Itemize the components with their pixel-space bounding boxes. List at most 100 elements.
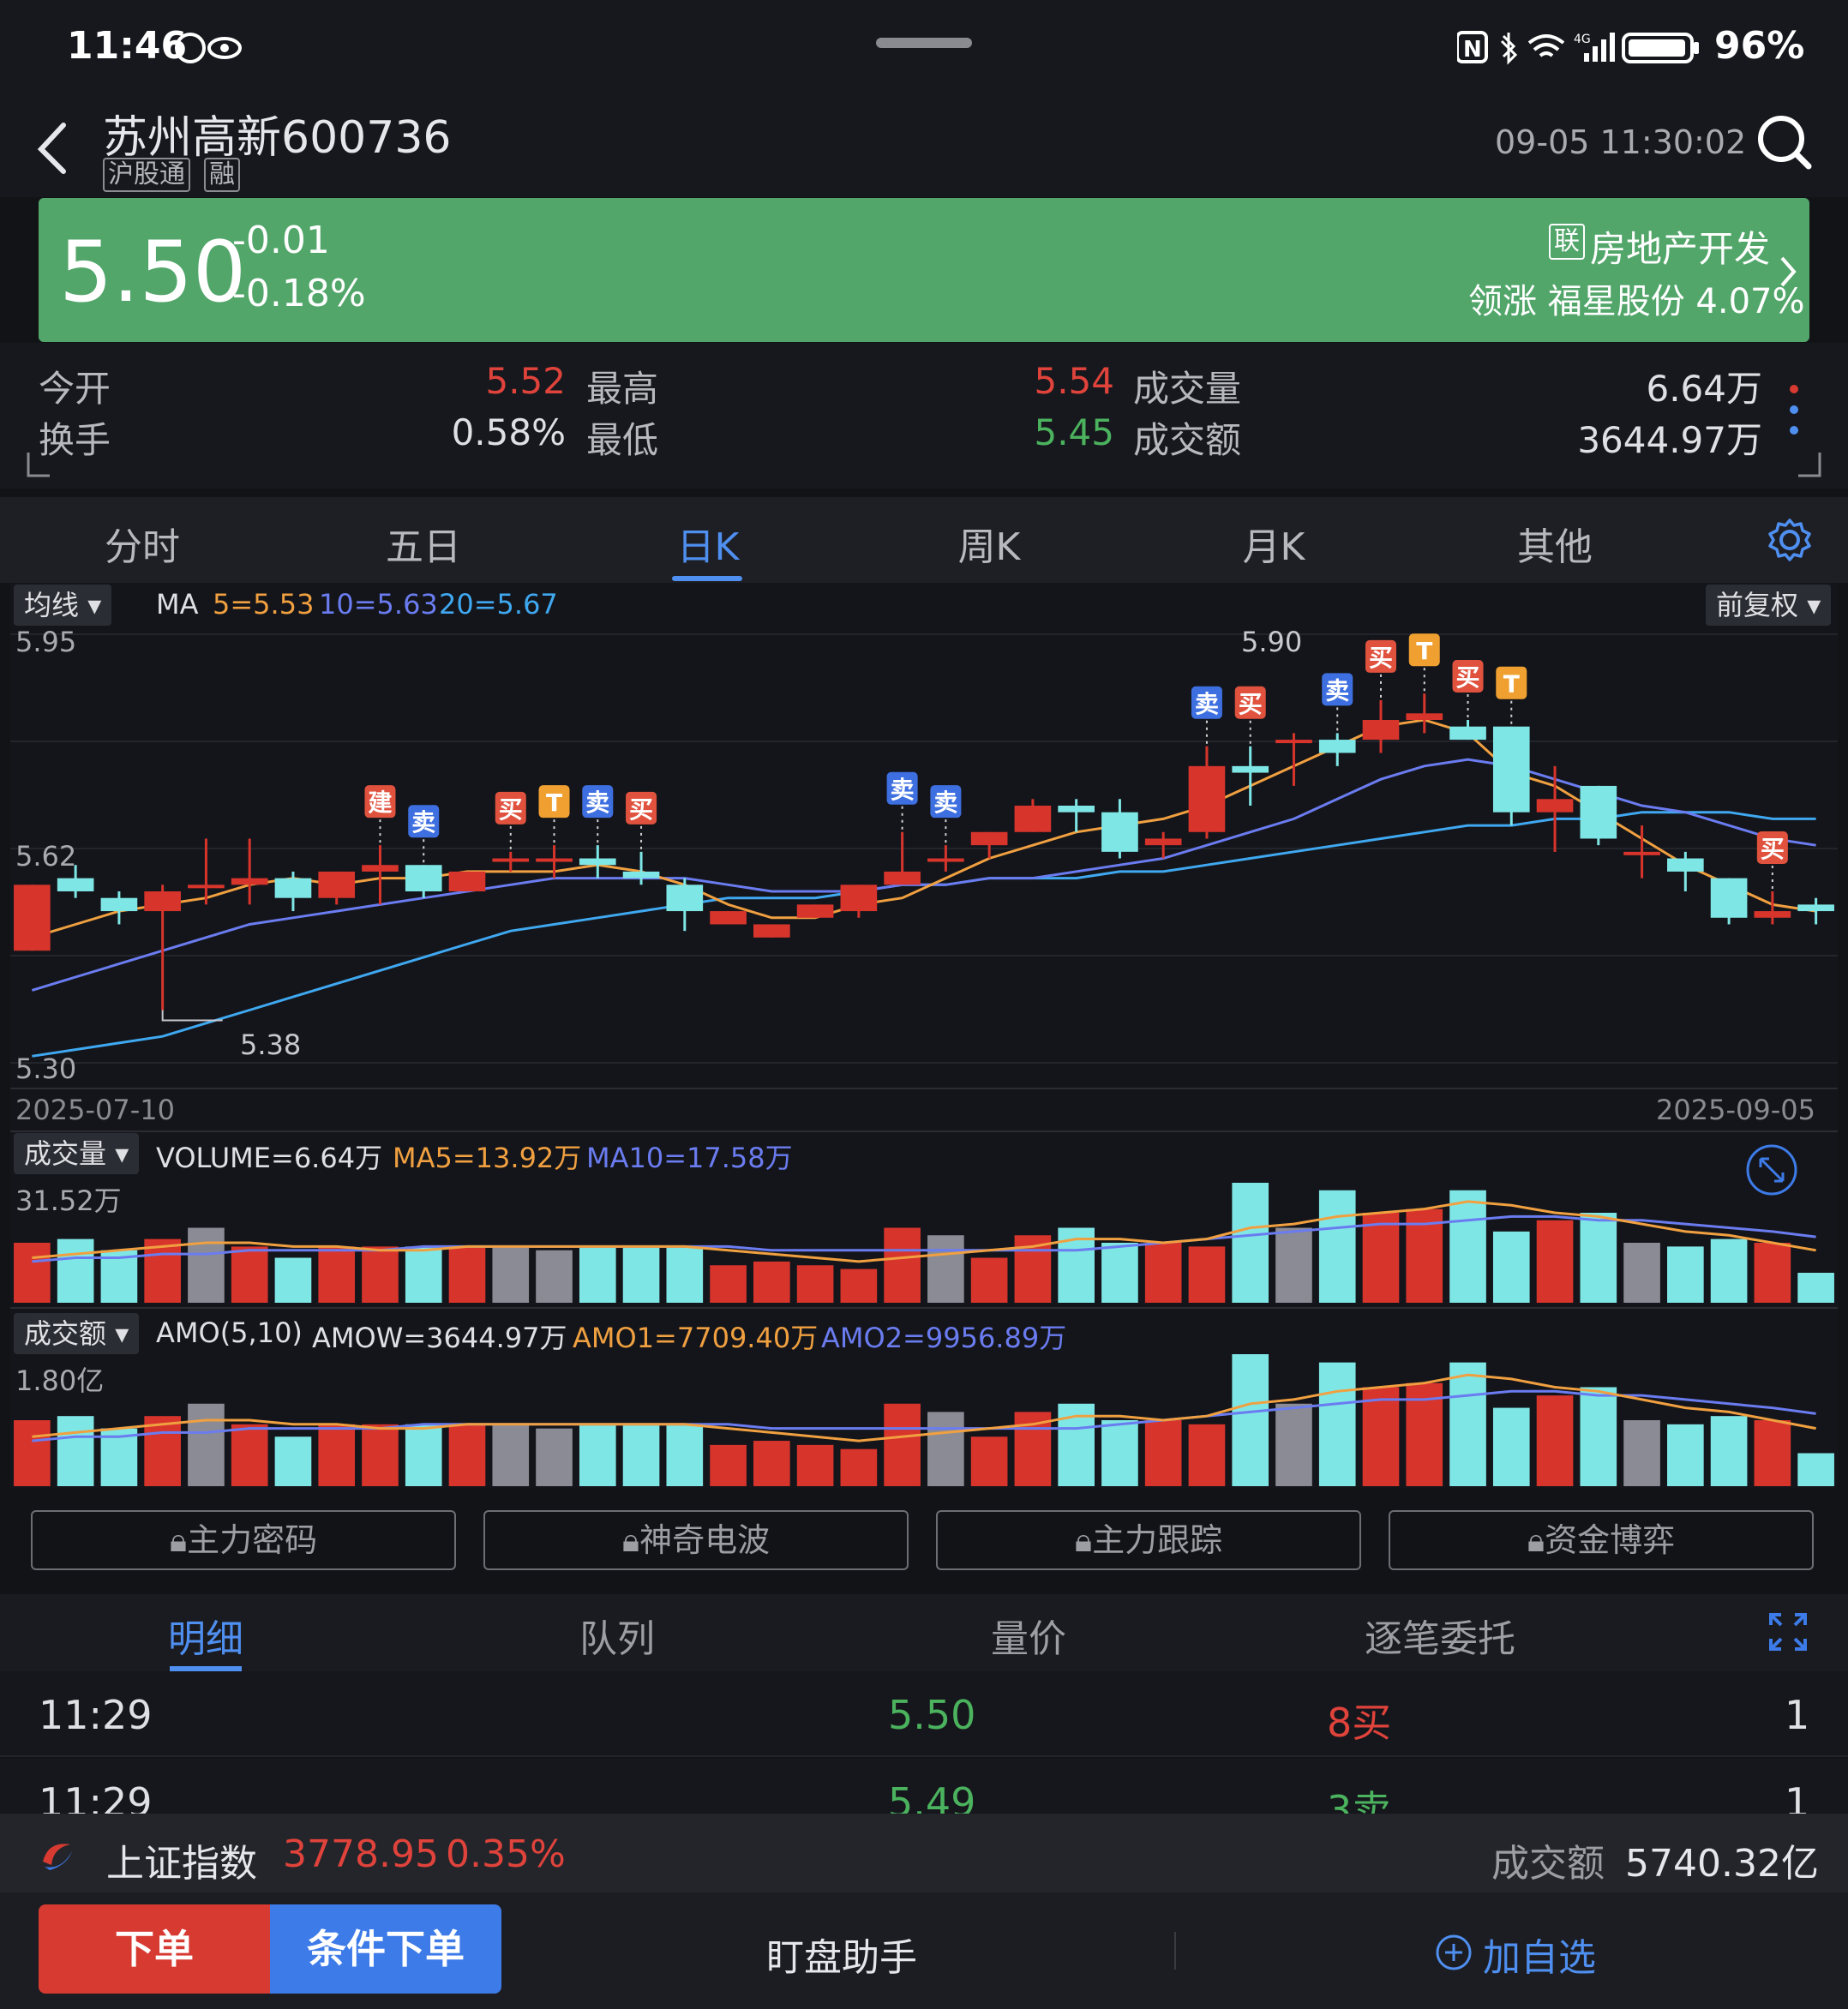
indicator-dropdown[interactable]: 均线 ▾: [14, 585, 112, 626]
volume-bar: [14, 1243, 51, 1303]
high-label: 最高: [586, 368, 659, 410]
tab-queue[interactable]: 队列: [579, 1617, 655, 1661]
trade-marker-label: 卖: [1195, 690, 1219, 718]
ma5-value: 5=5.53: [213, 588, 315, 621]
tab-detail[interactable]: 明细: [168, 1617, 243, 1661]
tab-other[interactable]: 其他: [1517, 525, 1593, 569]
adjust-dropdown[interactable]: 前复权 ▾: [1706, 585, 1832, 626]
candle-body: [231, 878, 268, 885]
tab-five-day[interactable]: 五日: [386, 525, 461, 569]
candle-body: [1754, 911, 1791, 918]
more-vertical-icon[interactable]: [1786, 381, 1802, 441]
tab-daily-k[interactable]: 日K: [676, 525, 740, 569]
lock-button-magic-wave[interactable]: 🔒︎神奇电波: [483, 1510, 909, 1570]
order-button[interactable]: 下单: [39, 1904, 270, 1994]
watch-assistant-button[interactable]: 盯盘助手: [766, 1936, 917, 1980]
plus-circle-icon[interactable]: [1435, 1934, 1473, 1971]
lock-button-main-code[interactable]: 🔒︎主力密码: [31, 1510, 456, 1570]
home-pill[interactable]: [876, 38, 972, 48]
lock-button-fund-game[interactable]: 🔒︎资金博弈: [1389, 1510, 1814, 1570]
low-price-marker: 5.38: [240, 1028, 302, 1061]
tab-order-by-order[interactable]: 逐笔委托: [1365, 1617, 1515, 1661]
turnover-value: 0.58%: [451, 411, 566, 453]
candle-body: [100, 897, 138, 912]
kline-chart[interactable]: 建卖买 T 卖买卖 卖卖买卖买 T买 T买: [10, 583, 1838, 1488]
back-arrow-icon[interactable]: [33, 118, 75, 178]
trade-time: 11:29: [39, 1779, 153, 1815]
tab-monthly-k[interactable]: 月K: [1242, 525, 1305, 569]
volume-bar: [1797, 1273, 1834, 1303]
amount-bar: [188, 1403, 225, 1486]
indicator-dropdown-label: 均线: [24, 589, 80, 621]
amount-bar: [753, 1441, 790, 1486]
ma10-value: 10=5.63: [319, 588, 438, 621]
open-value: 5.52: [485, 360, 566, 402]
candle-body: [1188, 765, 1226, 832]
amount-bar: [1275, 1403, 1312, 1486]
trade-volume: 3卖: [1327, 1787, 1392, 1815]
lock-button-main-tracking[interactable]: 🔒︎主力跟踪: [936, 1510, 1361, 1570]
high-price-marker: 5.90: [1241, 626, 1303, 658]
candle-body: [362, 865, 399, 872]
trade-marker-label: 卖: [933, 789, 957, 817]
candle-body: [796, 904, 834, 918]
price-banner[interactable]: 5.50 -0.01 -0.18% 联 房地产开发 领涨 福星股份 4.07%: [39, 198, 1809, 342]
volume-bar: [927, 1235, 964, 1303]
trade-volume: 8买: [1327, 1700, 1392, 1746]
volume-bar: [970, 1257, 1008, 1303]
conditional-order-button[interactable]: 条件下单: [270, 1904, 501, 1994]
gear-icon[interactable]: [1767, 518, 1812, 562]
trade-marker-badge: [1234, 686, 1266, 719]
corner-bracket-left: [27, 453, 50, 477]
volume-value-legend: VOLUME=6.64万: [156, 1142, 383, 1174]
sector-name[interactable]: 房地产开发: [1590, 228, 1771, 270]
period-tabs: 分时 五日 日K 周K 月K 其他: [0, 497, 1848, 583]
expand-icon[interactable]: [1767, 1611, 1809, 1652]
trade-price: 5.50: [888, 1692, 976, 1738]
sub-ma-lines: [32, 1200, 1816, 1442]
amount-bar: [1797, 1453, 1834, 1486]
detail-tabs: 明细 队列 量价 逐笔委托: [0, 1594, 1848, 1671]
search-icon[interactable]: [1755, 113, 1812, 173]
tab-weekly-k[interactable]: 周K: [957, 525, 1021, 569]
tab-active-underline: [672, 576, 742, 581]
trade-marker-label: 卖: [1325, 676, 1349, 705]
zoom-toggle-icon[interactable]: [1745, 1143, 1798, 1196]
turnover-label: 换手: [39, 419, 111, 461]
tag-hk-connect: 沪股通: [103, 158, 190, 192]
amount-bar: [1710, 1416, 1748, 1486]
volume-bar: [188, 1227, 225, 1303]
volume-ma10-line: [32, 1214, 1816, 1263]
high-value: 5.54: [1034, 360, 1114, 402]
ma5-line: [31, 718, 1816, 939]
trade-marker-label: 买: [629, 795, 653, 824]
candle-body: [1710, 878, 1748, 918]
volume-bar: [1318, 1190, 1356, 1303]
ma-label: MA: [156, 588, 199, 621]
amount-bar: [1362, 1387, 1400, 1486]
index-amount: 5740.32亿: [1625, 1842, 1819, 1886]
volume-bar: [57, 1238, 94, 1303]
candle-body: [1797, 904, 1834, 912]
adjust-dropdown-label: 前复权: [1716, 589, 1799, 621]
candle-body: [57, 878, 94, 891]
trade-marker-badge: [364, 785, 396, 819]
chevron-right-icon[interactable]: [1779, 255, 1797, 289]
volume-dropdown[interactable]: 成交量 ▾: [14, 1133, 140, 1174]
amount-bar: [1144, 1420, 1182, 1486]
add-watchlist-button[interactable]: 加自选: [1483, 1936, 1596, 1980]
tab-volume-price[interactable]: 量价: [991, 1617, 1066, 1661]
index-ticker-bar[interactable]: 上证指数 3778.95 0.35% 成交额 5740.32亿: [0, 1815, 1848, 1892]
amount-dropdown[interactable]: 成交额 ▾: [14, 1313, 140, 1354]
lock-button-label: 主力密码: [187, 1521, 318, 1559]
volume-bar: [1101, 1243, 1138, 1303]
trade-marker-label: 卖: [891, 776, 915, 804]
date-start: 2025-07-10: [15, 1094, 175, 1126]
tab-intraday[interactable]: 分时: [105, 525, 180, 569]
amount-bar: [274, 1436, 312, 1486]
volume-label: 成交量: [1133, 368, 1242, 410]
trade-marker-label: 卖: [585, 789, 609, 817]
amount-label: 成交额: [1133, 419, 1242, 461]
candle-body: [1275, 740, 1312, 744]
